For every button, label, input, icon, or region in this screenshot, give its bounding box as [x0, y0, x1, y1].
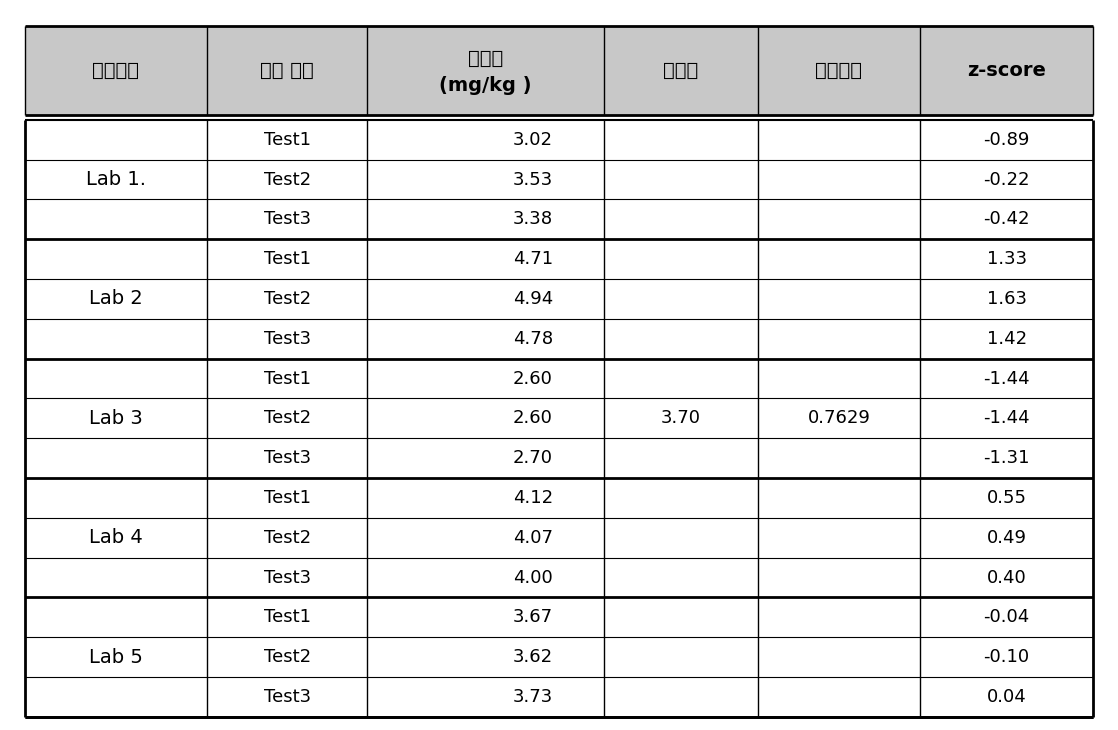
Text: 4.94: 4.94: [513, 290, 553, 308]
Text: Test1: Test1: [264, 489, 311, 507]
Text: 0.49: 0.49: [987, 529, 1026, 547]
Text: 4.12: 4.12: [513, 489, 553, 507]
Text: 4.00: 4.00: [513, 569, 552, 586]
Text: -0.10: -0.10: [984, 648, 1030, 666]
Text: -0.89: -0.89: [984, 131, 1030, 149]
Text: -1.44: -1.44: [984, 410, 1030, 427]
Text: Test2: Test2: [264, 171, 311, 188]
Text: Test2: Test2: [264, 290, 311, 308]
Text: -0.04: -0.04: [984, 608, 1030, 626]
Text: 3.73: 3.73: [513, 688, 553, 706]
Bar: [207, 26, 367, 115]
Text: -0.42: -0.42: [984, 210, 1030, 228]
Text: 0.40: 0.40: [987, 569, 1026, 586]
Text: Test2: Test2: [264, 529, 311, 547]
Bar: [604, 26, 758, 115]
Text: -1.44: -1.44: [984, 369, 1030, 388]
Text: Test1: Test1: [264, 250, 311, 268]
Text: 0.7629: 0.7629: [807, 410, 871, 427]
Text: Lab 5: Lab 5: [89, 648, 143, 666]
Text: 3.53: 3.53: [513, 171, 553, 188]
Text: Lab 1.: Lab 1.: [86, 170, 146, 189]
Bar: [920, 26, 1093, 115]
Text: 결과값: 결과값: [468, 50, 503, 69]
Text: 3.02: 3.02: [513, 131, 553, 149]
Text: 2.60: 2.60: [513, 410, 553, 427]
Text: 0.55: 0.55: [987, 489, 1026, 507]
Text: Lab 2: Lab 2: [89, 289, 143, 308]
Text: Lab 3: Lab 3: [89, 409, 143, 428]
Text: (mg/kg ): (mg/kg ): [439, 76, 532, 95]
Text: 표준편차: 표준편차: [815, 61, 862, 80]
Text: -1.31: -1.31: [984, 449, 1030, 467]
Bar: [25, 26, 207, 115]
Text: 시행 회수: 시행 회수: [260, 61, 314, 80]
Text: 0.04: 0.04: [987, 688, 1026, 706]
Text: 2.60: 2.60: [513, 369, 553, 388]
Text: 4.71: 4.71: [513, 250, 553, 268]
Text: Test1: Test1: [264, 131, 311, 149]
Text: Test3: Test3: [264, 449, 311, 467]
Text: 참여기관: 참여기관: [93, 61, 140, 80]
Text: Lab 4: Lab 4: [89, 529, 143, 548]
Text: 3.67: 3.67: [513, 608, 553, 626]
Text: 4.07: 4.07: [513, 529, 553, 547]
Text: Test3: Test3: [264, 210, 311, 228]
Text: Test1: Test1: [264, 369, 311, 388]
Bar: [25, 115, 1093, 717]
Text: 4.78: 4.78: [513, 330, 553, 347]
Text: Test2: Test2: [264, 648, 311, 666]
Text: Test3: Test3: [264, 330, 311, 347]
Text: 1.42: 1.42: [986, 330, 1026, 347]
Text: 평균값: 평균값: [663, 61, 699, 80]
Text: Test3: Test3: [264, 688, 311, 706]
Text: 1.63: 1.63: [987, 290, 1026, 308]
Text: Test1: Test1: [264, 608, 311, 626]
Text: 3.70: 3.70: [661, 410, 701, 427]
Text: Test2: Test2: [264, 410, 311, 427]
Bar: [758, 26, 920, 115]
Text: Test3: Test3: [264, 569, 311, 586]
Text: 3.62: 3.62: [513, 648, 553, 666]
Text: -0.22: -0.22: [984, 171, 1030, 188]
Text: 2.70: 2.70: [513, 449, 553, 467]
Text: z-score: z-score: [967, 61, 1046, 80]
Text: 1.33: 1.33: [986, 250, 1026, 268]
Text: 3.38: 3.38: [513, 210, 553, 228]
Bar: [367, 26, 604, 115]
